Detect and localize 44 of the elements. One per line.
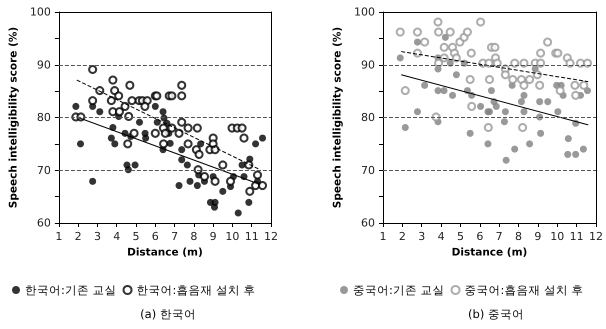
y-tick-label: 80 [36,111,51,124]
y-tick-label: 80 [361,111,375,124]
text: (b) 중국어 [468,307,524,321]
x-tick-label: 9 [534,230,542,243]
x-tick-label: 2 [398,230,406,243]
y-tick-label: 100 [30,6,51,18]
legend-label: 한국어:기존 교실 [25,283,117,297]
legend-label: 중국어:흡음재 설치 후 [464,283,584,297]
y-tick-label: 70 [361,164,375,177]
x-tick-label: 9 [210,230,217,243]
y-axis-title: Speech intelligibility score (%) [8,26,20,208]
y-tick-label: 60 [361,216,375,230]
x-tick-label: 1 [380,230,386,243]
x-tick-label: 6 [152,230,159,243]
x-tick-label: 6 [476,230,484,243]
x-tick-label: 11 [244,230,259,243]
x-tick-label: 7 [496,230,503,243]
x-axis-title: Distance (m) [452,246,528,258]
x-tick-label: 11 [570,230,584,243]
x-tick-label: 8 [515,230,522,243]
legend-label: 한국어:흡음재 설치 후 [136,283,256,297]
y-tick-label: 90 [36,58,51,72]
x-tick-label: 4 [113,230,120,243]
text: (a) 한국어 [140,307,196,321]
x-tick-label: 5 [132,230,140,243]
legend-label: 중국어:기존 교실 [353,283,445,297]
x-tick-label: 4 [438,230,445,243]
x-tick-label: 5 [456,230,464,243]
x-tick-label: 7 [171,230,178,243]
x-tick-label: 10 [225,230,240,243]
x-tick-label: 1 [55,230,62,243]
x-tick-label: 12 [264,230,278,243]
y-axis-title: Speech intelligibility score (%) [332,26,344,208]
x-axis-title: Distance (m) [127,246,203,258]
x-tick-label: 3 [94,230,101,243]
y-tick-label: 70 [36,164,51,177]
y-tick-label: 90 [361,58,375,72]
x-tick-label: 10 [550,230,564,243]
x-tick-label: 3 [418,230,426,243]
x-tick-label: 8 [190,230,198,243]
x-tick-label: 2 [74,230,82,243]
y-tick-label: 100 [354,6,375,18]
y-tick-label: 60 [36,216,51,230]
x-tick-label: 12 [589,230,603,243]
